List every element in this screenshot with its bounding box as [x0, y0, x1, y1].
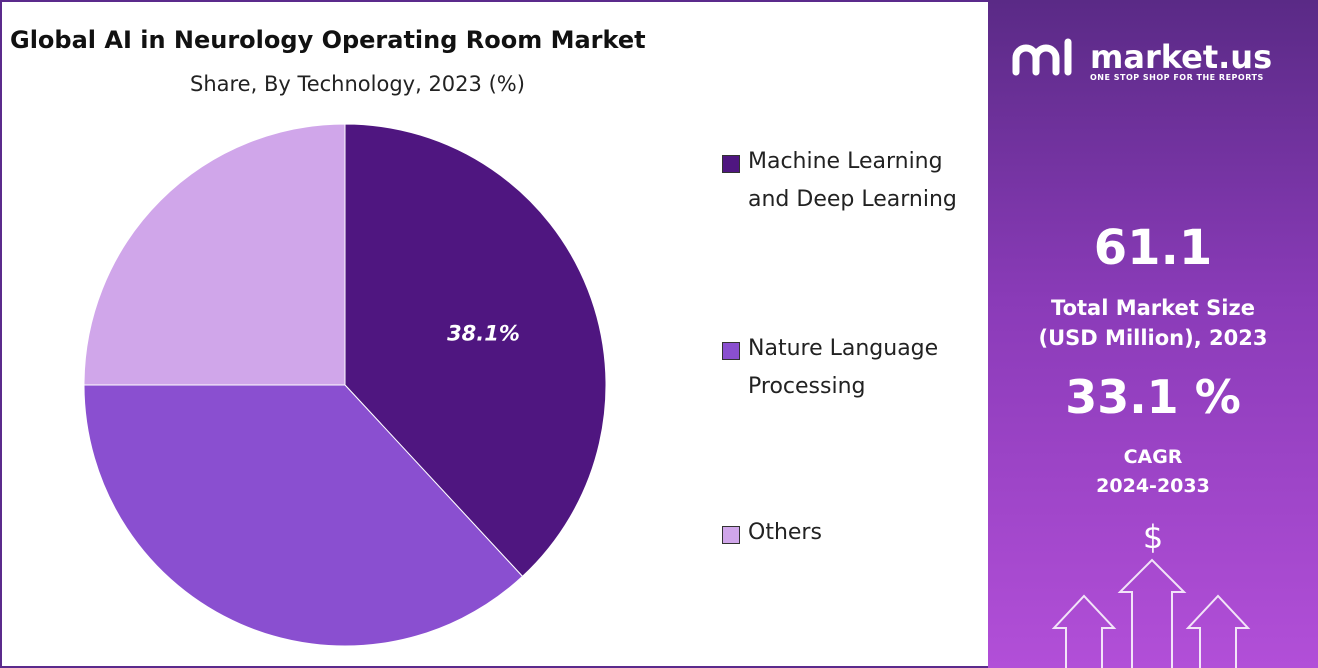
- arrow: [1117, 558, 1187, 668]
- legend-swatch: [722, 526, 740, 544]
- legend-label: Nature Language Processing: [748, 336, 939, 399]
- market-size-value: 61.1: [1093, 220, 1213, 276]
- legend-swatch: [722, 342, 740, 360]
- value-label: 38.1%: [447, 322, 520, 346]
- pie-slice: [83, 123, 346, 386]
- chart-subtitle: Share, By Technology, 2023 (%): [190, 72, 525, 96]
- brand-name: market.us: [1090, 38, 1273, 76]
- legend-swatch: [722, 155, 740, 173]
- chart-title: Global AI in Neurology Operating Room Ma…: [10, 26, 646, 54]
- legend-label: Machine Learning and Deep Learning: [748, 149, 957, 212]
- brand-tagline: ONE STOP SHOP FOR THE REPORTS: [1090, 73, 1264, 82]
- logo-arc: [1032, 44, 1060, 76]
- legend-item: Machine Learning and Deep Learning: [722, 143, 982, 219]
- legend-label: Others: [748, 520, 822, 545]
- arrows-icon: [1051, 558, 1251, 668]
- pie-slice: [344, 123, 607, 578]
- cagr-period: 2024-2033: [1096, 475, 1210, 497]
- side-panel: [988, 0, 1318, 668]
- legend-item: Nature Language Processing: [722, 330, 982, 406]
- cagr-value: 33.1 %: [1065, 370, 1241, 424]
- pie-slice: [83, 384, 524, 647]
- panel-graphics: [1012, 38, 1251, 668]
- cagr-label: CAGR: [1123, 446, 1183, 468]
- pie-chart: 38.1%: [83, 123, 607, 647]
- market-size-label: (USD Million), 2023: [1038, 326, 1268, 350]
- brand-logo: [1012, 38, 1072, 76]
- arrow: [1051, 594, 1117, 668]
- legend-item: Others: [722, 514, 982, 552]
- arrow: [1185, 594, 1251, 668]
- dollar-icon: $: [1142, 518, 1164, 556]
- logo-arc: [1012, 44, 1040, 76]
- market-size-label: Total Market Size: [1051, 296, 1255, 320]
